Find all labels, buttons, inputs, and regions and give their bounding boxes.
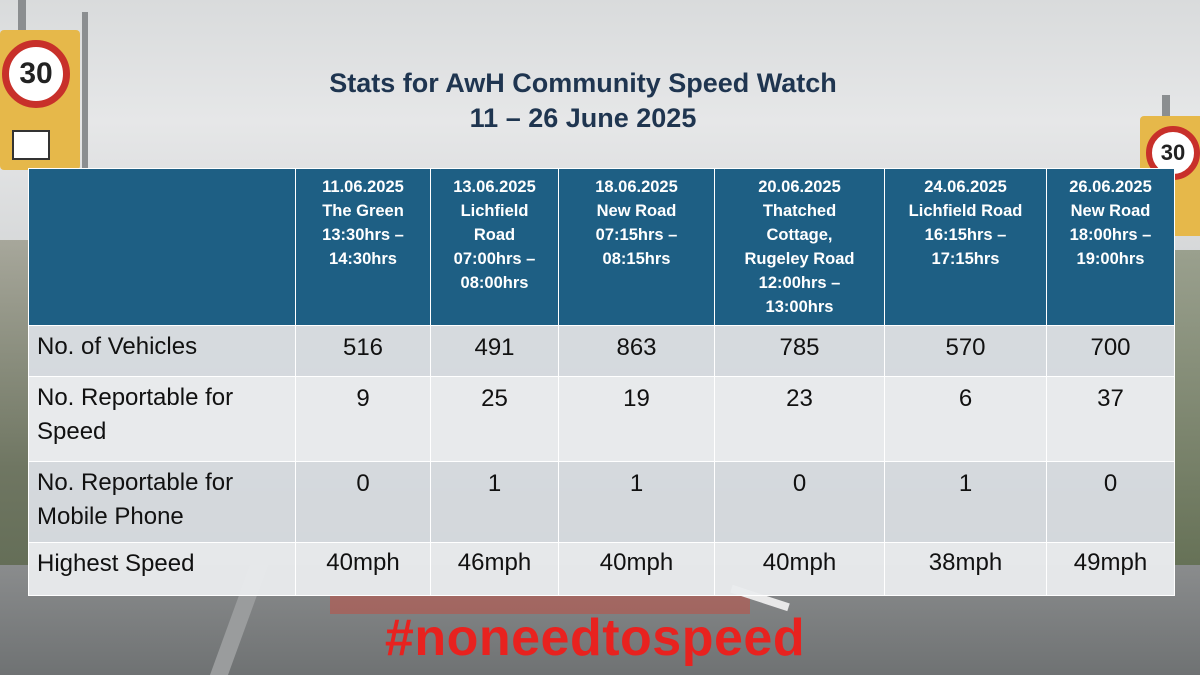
table-cell: 700 bbox=[1046, 325, 1175, 377]
speed-limit-sign-left: 30 bbox=[0, 30, 80, 170]
header-corner bbox=[28, 168, 296, 326]
table-row: No. Reportable for Mobile Phone 0 1 1 0 1… bbox=[28, 461, 1175, 543]
header-session: 20.06.2025 Thatched Cottage, Rugeley Roa… bbox=[714, 168, 885, 326]
table-cell: 0 bbox=[295, 461, 431, 543]
left-verge bbox=[0, 240, 28, 620]
header-session: 26.06.2025 New Road 18:00hrs – 19:00hrs bbox=[1046, 168, 1175, 326]
table-row: Highest Speed 40mph 46mph 40mph 40mph 38… bbox=[28, 542, 1175, 596]
hashtag-slogan: #noneedtospeed bbox=[384, 609, 806, 667]
left-sign-pole bbox=[18, 0, 26, 40]
row-label: No. of Vehicles bbox=[28, 325, 296, 377]
table-cell: 40mph bbox=[714, 542, 885, 596]
table-cell: 516 bbox=[295, 325, 431, 377]
lamp-post bbox=[82, 12, 88, 172]
table-cell: 1 bbox=[430, 461, 559, 543]
header-session: 13.06.2025 Lichfield Road 07:00hrs – 08:… bbox=[430, 168, 559, 326]
right-sign-pole bbox=[1162, 95, 1170, 125]
row-label: No. Reportable for Speed bbox=[28, 376, 296, 462]
title-line-2: 11 – 26 June 2025 bbox=[469, 103, 697, 133]
table-cell: 1 bbox=[884, 461, 1047, 543]
table-cell: 785 bbox=[714, 325, 885, 377]
stats-table: 11.06.2025 The Green 13:30hrs – 14:30hrs… bbox=[28, 168, 1175, 596]
table-cell: 19 bbox=[558, 376, 715, 462]
table-cell: 40mph bbox=[295, 542, 431, 596]
table-cell: 0 bbox=[714, 461, 885, 543]
table-cell: 491 bbox=[430, 325, 559, 377]
table-cell: 6 bbox=[884, 376, 1047, 462]
page-title: Stats for AwH Community Speed Watch 11 –… bbox=[0, 66, 1166, 136]
table-cell: 49mph bbox=[1046, 542, 1175, 596]
table-cell: 1 bbox=[558, 461, 715, 543]
table-cell: 38mph bbox=[884, 542, 1047, 596]
speed-limit-disc-left: 30 bbox=[2, 40, 70, 108]
table-cell: 37 bbox=[1046, 376, 1175, 462]
right-verge bbox=[1174, 250, 1200, 610]
header-session: 11.06.2025 The Green 13:30hrs – 14:30hrs bbox=[295, 168, 431, 326]
title-line-1: Stats for AwH Community Speed Watch bbox=[329, 68, 837, 98]
table-header-row: 11.06.2025 The Green 13:30hrs – 14:30hrs… bbox=[28, 168, 1175, 326]
red-road-surface bbox=[330, 596, 750, 614]
table-cell: 863 bbox=[558, 325, 715, 377]
header-session: 24.06.2025 Lichfield Road 16:15hrs – 17:… bbox=[884, 168, 1047, 326]
row-label: No. Reportable for Mobile Phone bbox=[28, 461, 296, 543]
table-cell: 570 bbox=[884, 325, 1047, 377]
table-row: No. Reportable for Speed 9 25 19 23 6 37 bbox=[28, 376, 1175, 462]
table-cell: 0 bbox=[1046, 461, 1175, 543]
table-row: No. of Vehicles 516 491 863 785 570 700 bbox=[28, 325, 1175, 377]
table-cell: 25 bbox=[430, 376, 559, 462]
table-cell: 23 bbox=[714, 376, 885, 462]
table-cell: 46mph bbox=[430, 542, 559, 596]
camera-icon bbox=[12, 130, 50, 160]
row-label: Highest Speed bbox=[28, 542, 296, 596]
header-session: 18.06.2025 New Road 07:15hrs – 08:15hrs bbox=[558, 168, 715, 326]
table-cell: 9 bbox=[295, 376, 431, 462]
table-cell: 40mph bbox=[558, 542, 715, 596]
